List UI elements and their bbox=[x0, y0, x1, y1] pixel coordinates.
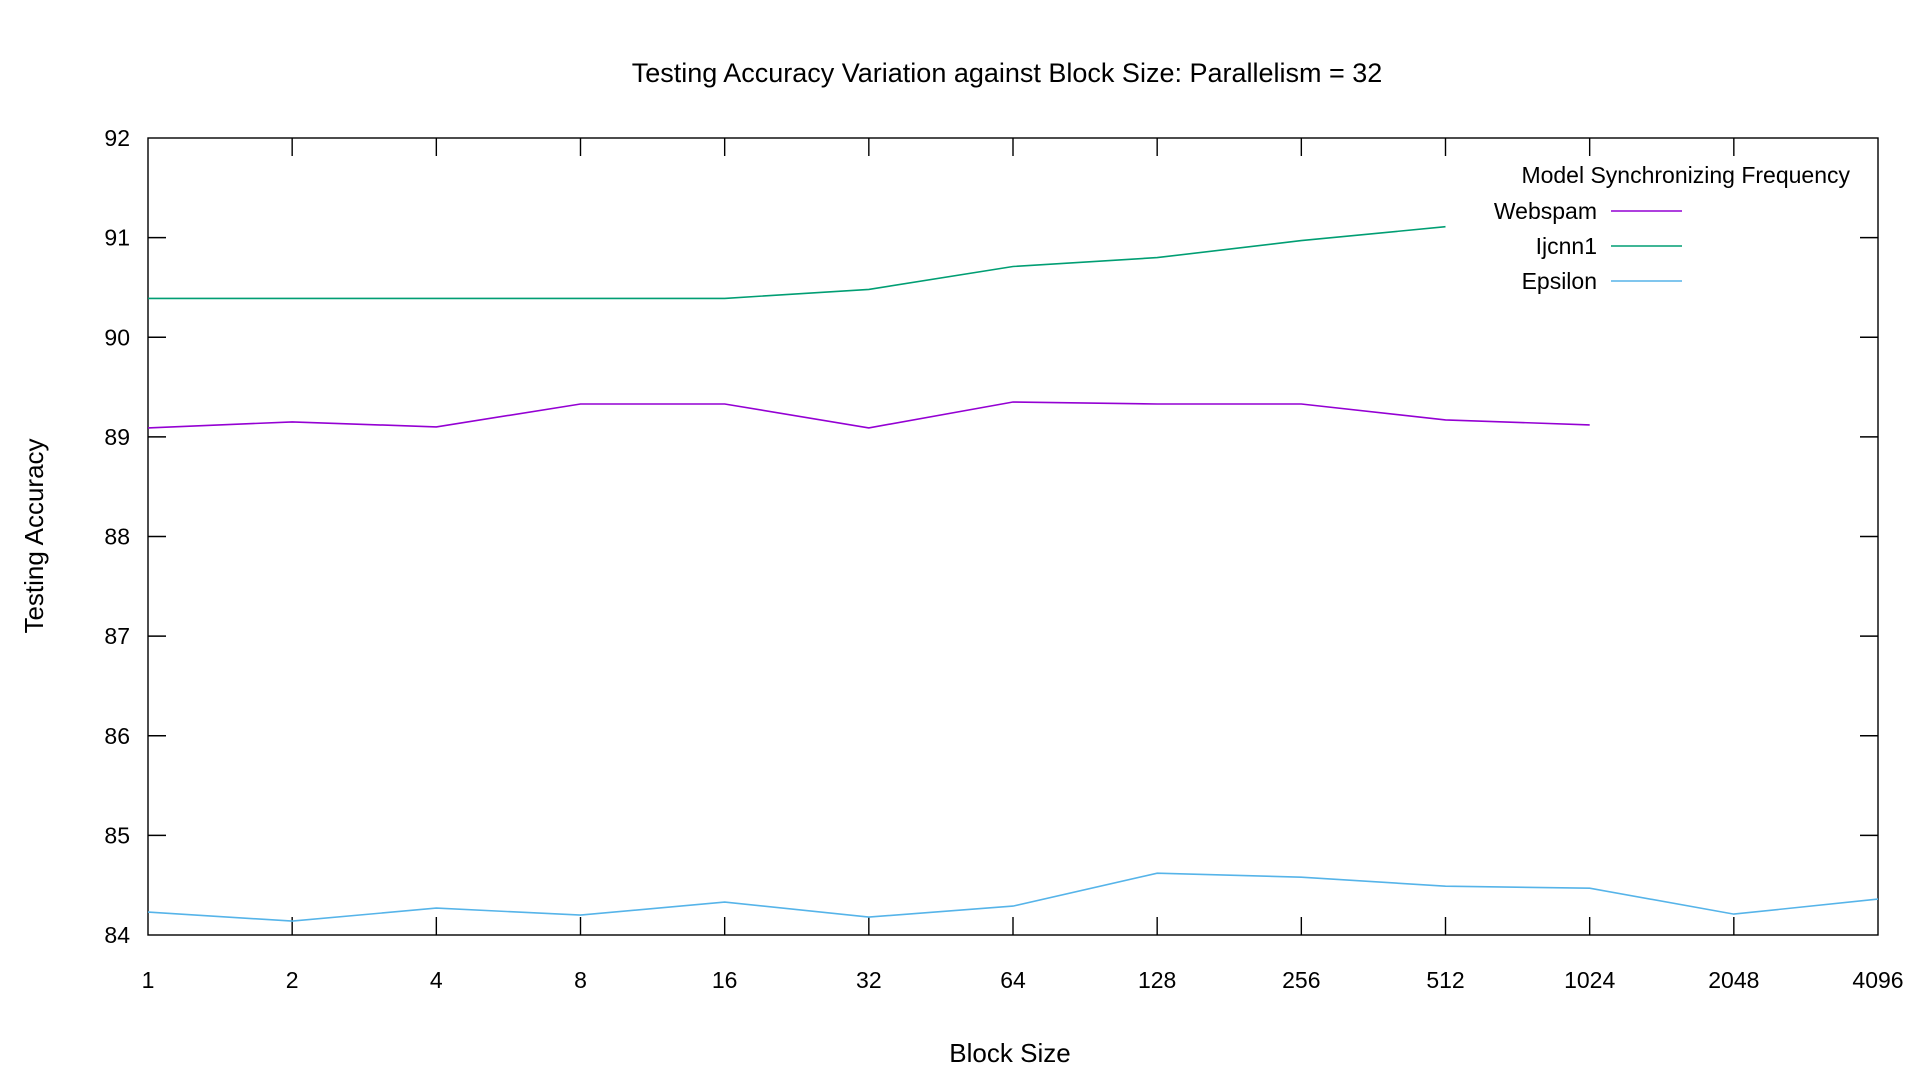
x-tick-label: 256 bbox=[1282, 967, 1320, 993]
y-tick-label: 87 bbox=[104, 623, 130, 649]
axis-ticks: 1 2 4 8 16 32 64 128 256 512 1024 2048 4096 84 85 86 87 8… bbox=[104, 125, 1903, 993]
legend-title: Model Synchronizing Frequency bbox=[1521, 162, 1850, 188]
x-tick-label: 16 bbox=[712, 967, 738, 993]
x-tick-label: 32 bbox=[856, 967, 882, 993]
legend-label-ijcnn1: Ijcnn1 bbox=[1536, 233, 1597, 259]
y-tick-label: 92 bbox=[104, 125, 130, 151]
y-tick-label: 88 bbox=[104, 524, 130, 550]
x-axis-label: Block Size bbox=[949, 1038, 1070, 1068]
y-tick-label: 86 bbox=[104, 723, 130, 749]
x-tick-label: 2048 bbox=[1708, 967, 1759, 993]
legend-label-webspam: Webspam bbox=[1494, 198, 1597, 224]
x-tick-label: 4 bbox=[430, 967, 443, 993]
chart-title: Testing Accuracy Variation against Block… bbox=[632, 58, 1383, 88]
series-layer bbox=[147, 225, 1879, 922]
y-tick-label: 85 bbox=[104, 822, 130, 848]
x-tick-label: 1024 bbox=[1564, 967, 1615, 993]
plot-area-frame bbox=[147, 137, 1879, 936]
x-tick-label: 2 bbox=[286, 967, 299, 993]
x-tick-label: 128 bbox=[1138, 967, 1176, 993]
y-tick-label: 90 bbox=[104, 324, 130, 350]
x-tick-label: 8 bbox=[574, 967, 587, 993]
legend: Model Synchronizing Frequency Webspam Ijc… bbox=[1494, 162, 1851, 294]
y-tick-label: 84 bbox=[104, 922, 130, 948]
y-axis-label: Testing Accuracy bbox=[19, 438, 49, 633]
x-tick-label: 64 bbox=[1000, 967, 1026, 993]
x-tick-label: 4096 bbox=[1852, 967, 1903, 993]
y-tick-label: 89 bbox=[104, 424, 130, 450]
y-tick-label: 91 bbox=[104, 225, 130, 251]
series-line-webspam bbox=[147, 401, 1590, 429]
series-line-epsilon bbox=[147, 872, 1879, 922]
series-line-ijcnn1 bbox=[148, 225, 1446, 300]
x-tick-label: 512 bbox=[1426, 967, 1464, 993]
legend-label-epsilon: Epsilon bbox=[1522, 268, 1597, 294]
x-tick-label: 1 bbox=[142, 967, 155, 993]
